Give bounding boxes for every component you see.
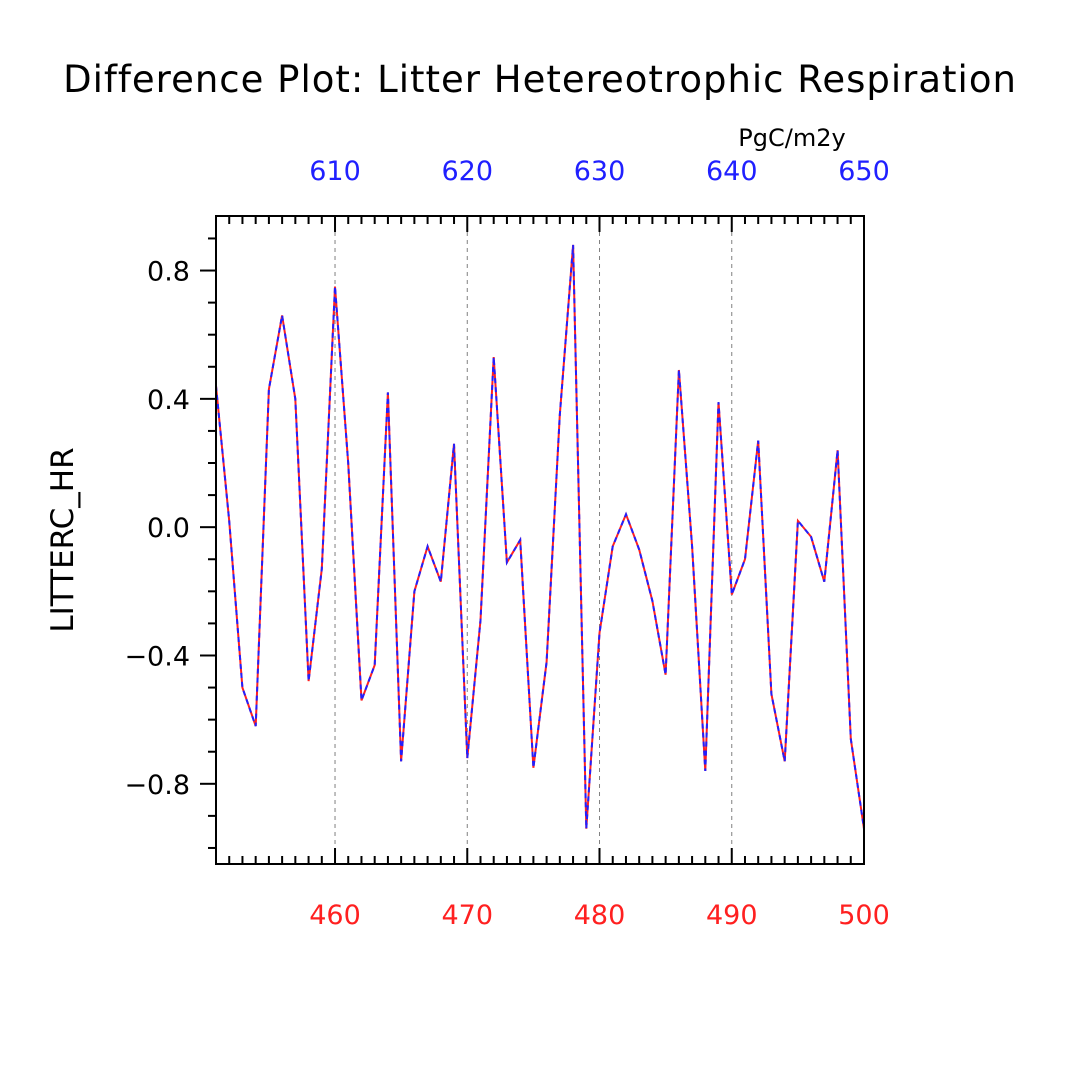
x-tick-label-top: 630 — [574, 156, 626, 187]
x-tick-label-bottom: 460 — [309, 900, 361, 931]
y-tick-label: −0.8 — [124, 770, 190, 801]
chart-title: Difference Plot: Litter Hetereotrophic R… — [63, 58, 1017, 101]
ticks — [200, 216, 865, 864]
x-tick-label-bottom: 470 — [441, 900, 493, 931]
series-line-1 — [215, 244, 865, 829]
series-layer — [215, 244, 865, 829]
x-tick-label-bottom: 500 — [838, 900, 890, 931]
y-tick-label: −0.4 — [124, 641, 190, 672]
units-label: PgC/m2y — [738, 124, 845, 152]
y-axis-label: LITTERC_HR — [45, 447, 81, 632]
y-tick-label: 0.8 — [147, 257, 190, 288]
x-tick-label-bottom: 490 — [706, 900, 758, 931]
tick-labels: 460 610 470 620 480 630 490 640 500 650 0.8 0.4 0.0 −… — [124, 156, 889, 931]
x-tick-label-top: 650 — [838, 156, 890, 187]
series-line-2 — [215, 244, 865, 829]
x-tick-label-top: 640 — [706, 156, 758, 187]
y-tick-label: 0.0 — [147, 513, 190, 544]
x-tick-label-top: 620 — [441, 156, 493, 187]
x-tick-label-top: 610 — [309, 156, 361, 187]
x-tick-label-bottom: 480 — [574, 900, 626, 931]
y-tick-label: 0.4 — [147, 385, 190, 416]
plot-frame — [215, 215, 865, 865]
